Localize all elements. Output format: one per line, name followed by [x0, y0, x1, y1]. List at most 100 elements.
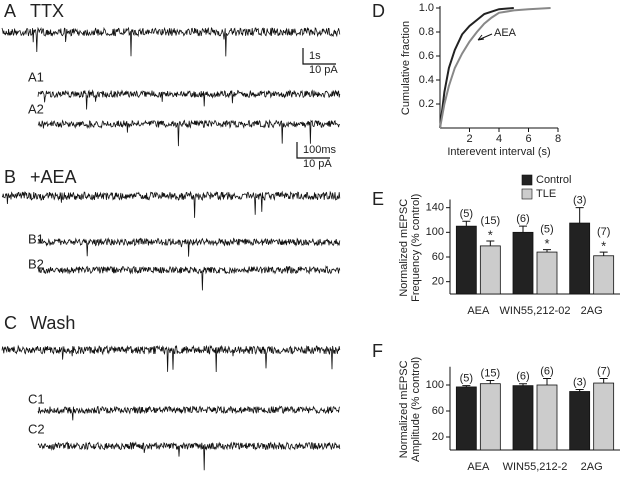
- bar: [512, 385, 534, 451]
- trace-label: TTX: [30, 1, 64, 21]
- panel-letter: B: [4, 167, 16, 187]
- y-tick-label: 0.2: [419, 98, 434, 110]
- scale-current: 10 pA: [303, 158, 332, 170]
- legend-swatch: [521, 174, 533, 186]
- n-label: (7): [597, 365, 610, 377]
- y-tick-label: 100: [426, 226, 444, 238]
- error-bar: [575, 207, 584, 224]
- bar: [455, 225, 477, 295]
- y-tick-label: 100: [426, 379, 444, 391]
- scale-bar: [302, 48, 336, 65]
- trace: [1, 26, 341, 57]
- x-tick-label: 4: [496, 133, 502, 145]
- y-tick-label: 0.6: [419, 50, 434, 62]
- n-label: (6): [540, 365, 553, 377]
- x-tick-label: 2: [466, 133, 472, 145]
- error-bar: [486, 379, 495, 384]
- legend-label: Control: [536, 174, 571, 186]
- error-bar: [486, 240, 495, 246]
- error-bar: [575, 389, 584, 392]
- bar: [479, 383, 501, 451]
- sub-label: B2: [28, 256, 44, 271]
- panel-letter: E: [372, 189, 384, 209]
- x-tick-label: AEA: [467, 461, 490, 473]
- n-label: (3): [573, 195, 586, 207]
- n-label: (15): [481, 215, 501, 227]
- sub-label: C2: [28, 421, 45, 436]
- error-bar: [543, 378, 551, 385]
- y-axis-label: Amplitude (% control): [410, 357, 422, 462]
- error-bar: [543, 249, 551, 253]
- bar: [593, 382, 615, 451]
- x-tick-label: AEA: [467, 305, 490, 317]
- sub-label: B1: [28, 231, 44, 246]
- panel-letter: C: [4, 313, 17, 333]
- significance: *: [544, 236, 549, 251]
- x-tick-label: 2AG: [581, 305, 603, 317]
- error-bar: [462, 385, 471, 387]
- cumulative-line: [439, 7, 514, 129]
- n-label: (15): [481, 367, 501, 379]
- n-label: (3): [573, 376, 586, 388]
- error-bar: [599, 251, 608, 256]
- x-tick-label: 8: [555, 133, 561, 145]
- trace: [37, 405, 341, 421]
- y-tick-label: 1.0: [419, 2, 434, 14]
- bar: [593, 255, 615, 295]
- bar: [536, 384, 558, 451]
- x-tick-label: WIN55,212-02: [500, 305, 571, 317]
- y-axis-label: Cumulative fraction: [400, 21, 412, 115]
- trace: [37, 441, 341, 471]
- y-axis-label: Normalized mEPSC: [398, 360, 410, 458]
- error-bar: [462, 220, 471, 227]
- trace-label: Wash: [30, 313, 75, 333]
- y-axis-label: Normalized mEPSC: [398, 199, 410, 297]
- n-label: (5): [460, 208, 473, 220]
- n-label: (5): [540, 224, 553, 236]
- y-tick-label: 0.4: [419, 74, 434, 86]
- trace: [1, 190, 341, 218]
- significance: *: [488, 227, 493, 242]
- bar: [455, 386, 477, 451]
- scale-current: 10 pA: [309, 64, 338, 76]
- panel-letter: D: [372, 1, 385, 21]
- x-tick-label: 6: [525, 133, 531, 145]
- sub-label: C1: [28, 391, 45, 406]
- y-tick-label: 20: [432, 431, 444, 443]
- n-label: (5): [460, 373, 473, 385]
- significance: *: [601, 239, 606, 254]
- scale-bar: [296, 142, 330, 159]
- x-tick-label: 2AG: [581, 461, 603, 473]
- bar: [512, 231, 534, 295]
- bar: [479, 245, 501, 295]
- x-tick-label: WIN55,212-2: [503, 461, 568, 473]
- y-tick-label: 140: [426, 202, 444, 214]
- y-tick-label: 60: [432, 405, 444, 417]
- sub-label: A2: [28, 101, 44, 116]
- x-axis-label: Interevent interval (s): [447, 146, 550, 158]
- bar: [569, 391, 591, 451]
- n-label: (6): [516, 371, 529, 383]
- scale-time: 100ms: [303, 144, 337, 156]
- legend-label: TLE: [536, 188, 556, 200]
- legend-swatch: [521, 188, 533, 200]
- trace: [37, 119, 340, 147]
- trace: [37, 237, 341, 257]
- trace: [37, 89, 341, 110]
- trace: [37, 265, 341, 291]
- annotation-arrow: [477, 33, 493, 41]
- n-label: (7): [597, 226, 610, 238]
- trace-label: +AEA: [30, 167, 77, 187]
- y-tick-label: 60: [432, 251, 444, 263]
- error-bar: [599, 378, 608, 384]
- panel-letter: F: [372, 341, 383, 361]
- panel-letter: A: [4, 1, 16, 21]
- cumulative-line: [439, 7, 551, 129]
- n-label: (6): [516, 213, 529, 225]
- y-axis-label: Frequency (% control): [410, 194, 422, 302]
- y-tick-label: 20: [432, 276, 444, 288]
- annotation: AEA: [494, 27, 517, 39]
- bar: [569, 222, 591, 295]
- y-tick-label: 0.8: [419, 26, 434, 38]
